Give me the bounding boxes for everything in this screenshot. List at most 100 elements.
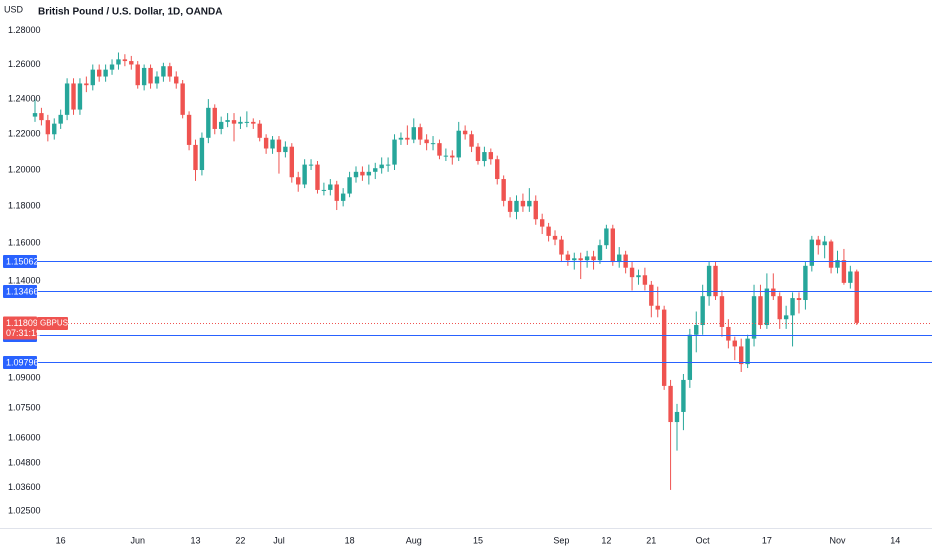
candle-body bbox=[212, 107, 217, 129]
candle-body bbox=[835, 260, 840, 268]
candle-body bbox=[546, 226, 551, 236]
candle-body bbox=[199, 137, 205, 171]
candle-body bbox=[206, 107, 211, 138]
candle-body bbox=[816, 239, 821, 246]
candle-body bbox=[848, 271, 853, 283]
countdown: 07:31:19 bbox=[6, 328, 41, 338]
candle-body bbox=[167, 66, 173, 77]
candle-body bbox=[411, 127, 416, 140]
candle-body bbox=[148, 67, 153, 84]
y-tick-label: 1.18000 bbox=[8, 201, 41, 211]
x-tick-label: 17 bbox=[762, 535, 772, 545]
candle-body bbox=[803, 265, 808, 301]
candle-body bbox=[462, 130, 468, 135]
candle-body bbox=[565, 254, 571, 261]
candle-body bbox=[751, 296, 757, 339]
candle-body bbox=[629, 267, 635, 278]
last-price-bg bbox=[3, 316, 37, 340]
candle-body bbox=[739, 346, 744, 365]
candle-body bbox=[674, 411, 680, 423]
x-tick-label: 14 bbox=[890, 535, 900, 545]
candle-body bbox=[296, 177, 301, 185]
candle-body bbox=[642, 275, 648, 285]
x-tick-label: 16 bbox=[56, 535, 66, 545]
candle-body bbox=[64, 83, 70, 115]
candle-body bbox=[302, 164, 307, 185]
candle-body bbox=[539, 219, 545, 227]
candle-body bbox=[71, 83, 76, 110]
candle-body bbox=[854, 271, 859, 323]
candle-body bbox=[424, 139, 429, 144]
candle-body bbox=[501, 179, 506, 201]
price-line-label-bg bbox=[3, 356, 37, 369]
candle-body bbox=[405, 137, 410, 140]
candle-body bbox=[39, 113, 44, 121]
y-tick-label: 1.03600 bbox=[8, 482, 41, 492]
candle-body bbox=[661, 309, 667, 386]
candle-body bbox=[283, 146, 288, 153]
candle-body bbox=[783, 315, 789, 320]
price-axis: 1.28000 1.26000 1.24000 1.22000 1.20000 1.180… bbox=[3, 25, 74, 515]
candle-body bbox=[186, 114, 192, 145]
y-tick-label: 1.28000 bbox=[8, 25, 41, 35]
candle-body bbox=[604, 228, 609, 246]
candle-body bbox=[90, 69, 95, 86]
candle-body bbox=[122, 59, 128, 62]
price-line-label-bg bbox=[3, 255, 37, 268]
candle-body bbox=[687, 334, 693, 380]
candle-body bbox=[84, 83, 89, 86]
candle-body bbox=[109, 64, 115, 70]
y-tick-label: 1.02500 bbox=[8, 505, 41, 515]
candle-body bbox=[154, 76, 160, 84]
candle-body bbox=[790, 298, 795, 316]
x-tick-label: Oct bbox=[696, 535, 711, 545]
x-tick-label: Jun bbox=[130, 535, 145, 545]
x-tick-label: 15 bbox=[473, 535, 483, 545]
y-tick-label: 1.26000 bbox=[8, 59, 41, 69]
candle-body bbox=[276, 139, 282, 153]
axis-unit: USD bbox=[4, 4, 24, 14]
candle-body bbox=[334, 184, 339, 201]
candle-body bbox=[116, 59, 121, 65]
candle-body bbox=[174, 76, 179, 84]
candle-body bbox=[726, 326, 731, 341]
candle-body bbox=[796, 298, 802, 301]
candle-body bbox=[340, 193, 346, 201]
candle-body bbox=[238, 121, 243, 124]
candle-body bbox=[103, 69, 108, 77]
candle-body bbox=[706, 265, 712, 297]
y-tick-label: 1.14000 bbox=[8, 275, 41, 285]
candle-body bbox=[828, 241, 834, 268]
candle-body bbox=[533, 200, 538, 220]
candle-body bbox=[617, 254, 622, 263]
candle-body bbox=[135, 64, 140, 86]
candle-body bbox=[257, 123, 262, 138]
candle-body bbox=[161, 66, 166, 77]
candle-body bbox=[270, 139, 275, 149]
candle-body bbox=[443, 155, 449, 157]
candle-body bbox=[353, 171, 359, 178]
candle-body bbox=[141, 67, 147, 86]
x-tick-label: 13 bbox=[190, 535, 200, 545]
candle-body bbox=[771, 288, 776, 297]
candle-body bbox=[777, 296, 782, 320]
y-tick-label: 1.04800 bbox=[8, 457, 41, 467]
candle-body bbox=[649, 284, 654, 306]
candle-body bbox=[520, 200, 526, 207]
candle-body bbox=[758, 296, 763, 326]
price-line-label: 1.09796 bbox=[6, 357, 39, 367]
candle-body bbox=[636, 275, 641, 278]
candle-body bbox=[437, 143, 442, 156]
candle-body bbox=[572, 258, 577, 261]
candle-body bbox=[129, 61, 134, 65]
candle-body bbox=[732, 340, 737, 347]
candle-body bbox=[225, 120, 230, 122]
candle-body bbox=[764, 288, 770, 326]
y-tick-label: 1.06000 bbox=[8, 433, 41, 443]
candle-body bbox=[482, 152, 487, 162]
candle-body bbox=[263, 137, 269, 149]
candle-body bbox=[610, 228, 615, 263]
candle-body bbox=[32, 113, 38, 117]
candle-body bbox=[321, 189, 327, 191]
candle-body bbox=[507, 200, 513, 212]
